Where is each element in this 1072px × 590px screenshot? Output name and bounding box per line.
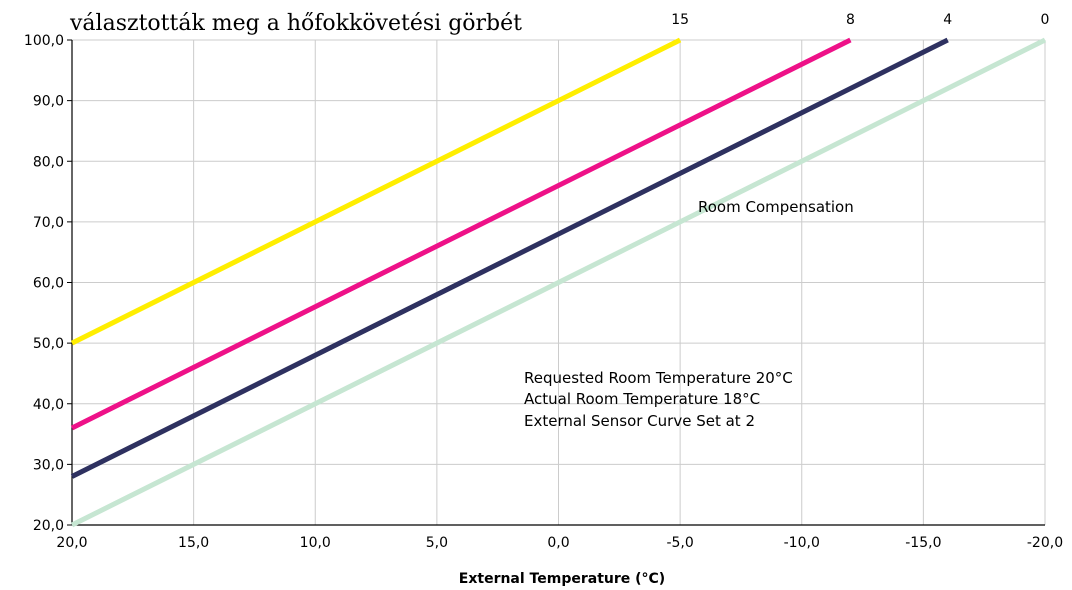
series-line-8 — [70, 37, 852, 431]
y-tick-label: 80,0 — [33, 154, 64, 170]
series-line-0 — [70, 37, 1047, 528]
y-tick-label: 40,0 — [33, 397, 64, 413]
series-label-4: 4 — [943, 12, 952, 28]
header-text: választották meg a hőfokkövetési görbét — [69, 11, 522, 36]
annotation-line-2: Actual Room Temperature 18°C — [524, 390, 760, 408]
series-label-0: 0 — [1041, 12, 1050, 28]
series-line-15 — [70, 37, 682, 346]
x-tick-label: 20,0 — [56, 535, 87, 551]
x-tick-label: -10,0 — [784, 535, 820, 551]
y-tick-label: 100,0 — [24, 33, 64, 49]
y-tick-label: 60,0 — [33, 276, 64, 292]
x-tick-label: 0,0 — [547, 535, 569, 551]
x-tick-label: 5,0 — [426, 535, 448, 551]
x-tick-label: -15,0 — [905, 535, 941, 551]
y-tick-label: 90,0 — [33, 94, 64, 110]
annotation-line-3: External Sensor Curve Set at 2 — [524, 412, 755, 430]
series-labels: 15 8 4 0 — [671, 12, 1049, 28]
x-tick-label: 15,0 — [178, 535, 209, 551]
annotation-line-1: Requested Room Temperature 20°C — [524, 369, 793, 387]
y-tick-label: 50,0 — [33, 336, 64, 352]
chart-series — [70, 37, 1047, 528]
x-tick-label: -20,0 — [1027, 535, 1063, 551]
series-line-4 — [70, 37, 949, 479]
chart-ticks: 20,0 15,0 10,0 5,0 0,0 -5,0 -10,0 -15,0 -20,0 20,… — [24, 33, 1063, 551]
y-tick-label: 70,0 — [33, 215, 64, 231]
x-tick-label: -5,0 — [666, 535, 693, 551]
y-tick-label: 20,0 — [33, 518, 64, 534]
x-axis-label: External Temperature (°C) — [459, 571, 665, 587]
series-label-15: 15 — [671, 12, 689, 28]
x-tick-label: 10,0 — [300, 535, 331, 551]
room-compensation-label: Room Compensation — [698, 198, 854, 216]
series-label-8: 8 — [846, 12, 855, 28]
y-tick-label: 30,0 — [33, 457, 64, 473]
